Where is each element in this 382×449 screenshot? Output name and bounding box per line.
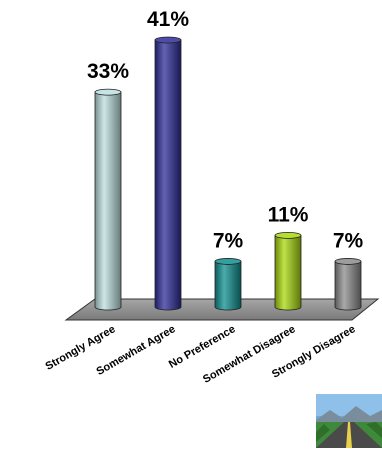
value-label-1: 33%: [87, 60, 129, 83]
value-label-2: 41%: [147, 8, 189, 31]
bar-1: [94, 88, 122, 311]
value-label-3: 7%: [213, 229, 244, 252]
bar-2: [154, 36, 182, 311]
value-label-5: 7%: [333, 229, 364, 252]
bar-3: [214, 258, 242, 311]
bar-5: [334, 258, 362, 311]
road-landscape-icon: [316, 394, 382, 448]
bar-4: [274, 231, 302, 311]
value-label-4: 11%: [268, 203, 309, 226]
